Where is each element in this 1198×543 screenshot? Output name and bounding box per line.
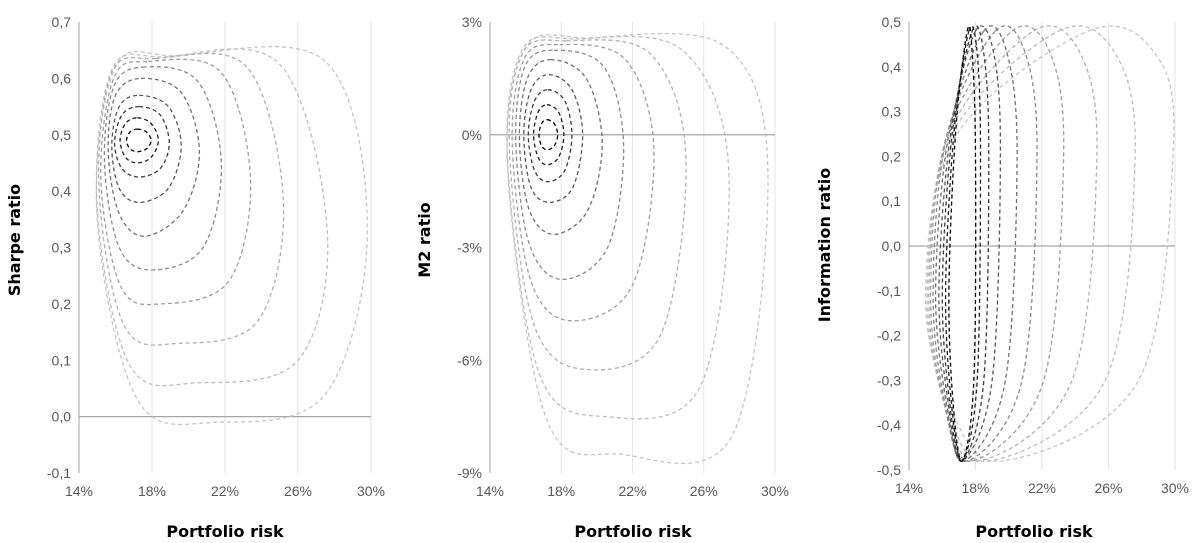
information-x-tick-label: 22% bbox=[1028, 480, 1056, 496]
sharpe-curve-6 bbox=[103, 66, 222, 271]
sharpe-curve-7 bbox=[100, 58, 252, 306]
information-y-axis-title: Information ratio bbox=[815, 168, 834, 323]
m2-curves bbox=[506, 32, 769, 465]
sharpe-y-tick-label: -0,1 bbox=[47, 465, 71, 481]
m2-y-axis-title: M2 ratio bbox=[415, 202, 434, 277]
m2-y-tick-label: 0% bbox=[462, 127, 482, 143]
information-x-axis-title: Portfolio risk bbox=[975, 522, 1093, 541]
information-x-ticks: 14% 18% 22% 26% 30% bbox=[895, 480, 1189, 496]
information-y-tick-label: -0,3 bbox=[877, 372, 901, 388]
sharpe-x-axis-title: Portfolio risk bbox=[166, 522, 284, 541]
sharpe-y-tick-label: 0,3 bbox=[52, 240, 72, 256]
information-y-tick-label: 0,5 bbox=[882, 14, 902, 30]
m2-curve-10 bbox=[506, 32, 769, 465]
information-curve-4 bbox=[938, 25, 1002, 462]
sharpe-x-tick-label: 14% bbox=[65, 483, 93, 499]
sharpe-y-axis-title: Sharpe ratio bbox=[5, 184, 24, 296]
sharpe-x-tick-label: 26% bbox=[284, 483, 312, 499]
m2-curve-9 bbox=[506, 35, 730, 420]
information-y-tick-label: -0,5 bbox=[877, 462, 901, 478]
information-curve-5 bbox=[934, 25, 1018, 462]
information-curve-1 bbox=[948, 25, 977, 462]
sharpe-x-tick-label: 30% bbox=[357, 483, 385, 499]
information-y-tick-label: 0,0 bbox=[882, 238, 902, 254]
sharpe-y-tick-label: 0,7 bbox=[52, 14, 72, 30]
information-curve-8 bbox=[928, 25, 1098, 462]
information-y-tick-label: 0,1 bbox=[882, 193, 902, 209]
m2-x-tick-label: 18% bbox=[547, 483, 575, 499]
information-y-tick-label: -0,1 bbox=[877, 283, 901, 299]
sharpe-x-tick-label: 22% bbox=[211, 483, 239, 499]
sharpe-curve-4 bbox=[111, 94, 182, 204]
sharpe-y-tick-label: 0,4 bbox=[52, 183, 72, 199]
m2-y-tick-label: -3% bbox=[457, 240, 482, 256]
sharpe-y-tick-label: 0,0 bbox=[52, 409, 72, 425]
sharpe-gridlines bbox=[78, 22, 372, 473]
sharpe-curve-5 bbox=[107, 77, 201, 237]
information-curve-10 bbox=[924, 25, 1175, 462]
sharpe-y-ticks: -0,1 0,0 0,1 0,2 0,3 0,4 0,5 0,6 0,7 bbox=[47, 14, 71, 481]
information-curve-6 bbox=[932, 25, 1038, 462]
information-y-tick-label: 0,3 bbox=[882, 104, 902, 120]
sharpe-curve-1 bbox=[125, 128, 152, 153]
m2-y-tick-label: -9% bbox=[457, 465, 482, 481]
m2-x-tick-label: 14% bbox=[476, 483, 504, 499]
m2-x-tick-label: 22% bbox=[618, 483, 646, 499]
sharpe-curves bbox=[95, 45, 368, 426]
m2-curve-8 bbox=[508, 39, 687, 371]
m2-ratio-chart: 14% 18% 22% 26% 30% -9% -6% -3% 0% 3% Portfolio … bbox=[415, 14, 789, 541]
m2-x-ticks: 14% 18% 22% 26% 30% bbox=[476, 483, 789, 499]
m2-x-tick-label: 30% bbox=[761, 483, 789, 499]
information-x-tick-label: 18% bbox=[961, 480, 989, 496]
sharpe-curve-3 bbox=[113, 105, 170, 178]
information-y-tick-label: -0,4 bbox=[877, 417, 901, 433]
information-y-ticks: -0,5 -0,4 -0,3 -0,2 -0,1 0,0 0,1 0,2 0,3 0,4 0,5 bbox=[877, 14, 901, 478]
sharpe-curve-9 bbox=[95, 48, 329, 387]
information-x-tick-label: 30% bbox=[1161, 480, 1189, 496]
sharpe-ratio-chart: 14% 18% 22% 26% 30% -0,1 0,0 0,1 0,2 0,3 0,4 0,5 0,… bbox=[5, 14, 385, 541]
m2-y-tick-label: 3% bbox=[462, 14, 482, 30]
sharpe-curve-2 bbox=[119, 117, 160, 164]
information-curve-9 bbox=[926, 25, 1136, 462]
m2-curve-3 bbox=[527, 89, 573, 183]
sharpe-x-tick-label: 18% bbox=[138, 483, 166, 499]
information-ratio-chart: 14% 18% 22% 26% 30% -0,5 -0,4 -0,3 -0,2 -0,1 0,0 0… bbox=[815, 14, 1189, 541]
m2-y-ticks: -9% -6% -3% 0% 3% bbox=[457, 14, 482, 481]
m2-curve-5 bbox=[518, 58, 603, 235]
sharpe-x-ticks: 14% 18% 22% 26% 30% bbox=[65, 483, 385, 499]
m2-gridlines bbox=[489, 22, 776, 473]
information-x-tick-label: 14% bbox=[895, 480, 923, 496]
m2-y-tick-label: -6% bbox=[457, 352, 482, 368]
sharpe-y-tick-label: 0,5 bbox=[52, 127, 72, 143]
information-curve-7 bbox=[929, 25, 1065, 462]
information-x-tick-label: 26% bbox=[1094, 480, 1122, 496]
sharpe-curve-8 bbox=[97, 52, 285, 346]
m2-curve-2 bbox=[532, 104, 565, 166]
sharpe-y-tick-label: 0,1 bbox=[52, 352, 72, 368]
information-y-tick-label: 0,2 bbox=[882, 148, 902, 164]
sharpe-y-tick-label: 0,6 bbox=[52, 70, 72, 86]
m2-curve-7 bbox=[511, 43, 655, 322]
information-curves bbox=[924, 25, 1175, 462]
information-y-tick-label: -0,2 bbox=[877, 328, 901, 344]
m2-x-axis-title: Portfolio risk bbox=[574, 522, 692, 541]
sharpe-y-tick-label: 0,2 bbox=[52, 296, 72, 312]
m2-x-tick-label: 26% bbox=[690, 483, 718, 499]
information-y-tick-label: 0,4 bbox=[882, 59, 902, 75]
